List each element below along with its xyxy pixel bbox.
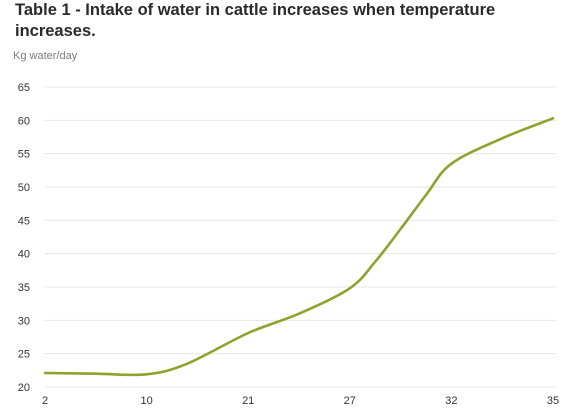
x-tick-label: 32 xyxy=(445,395,457,407)
x-tick-label: 27 xyxy=(344,395,356,407)
x-tick-label: 21 xyxy=(242,395,254,407)
x-tick-label: 2 xyxy=(42,395,48,407)
x-tick-label: 35 xyxy=(547,395,559,407)
y-tick-label: 40 xyxy=(18,249,30,261)
y-tick-label: 55 xyxy=(18,149,30,161)
y-tick-label: 35 xyxy=(18,282,30,294)
y-tick-label: 25 xyxy=(18,349,30,361)
y-tick-label: 30 xyxy=(18,315,30,327)
y-tick-label: 60 xyxy=(18,115,30,127)
gridlines xyxy=(45,86,556,388)
chart-title: Table 1 - Intake of water in cattle incr… xyxy=(15,1,496,40)
y-tick-label: 20 xyxy=(18,382,30,394)
x-tick-label: 10 xyxy=(140,395,152,407)
y-tick-label: 50 xyxy=(18,182,30,194)
y-axis-label: Kg water/day xyxy=(13,50,78,62)
y-tick-label: 45 xyxy=(18,215,30,227)
y-axis-ticks: 65 60 55 50 45 40 35 30 25 20 xyxy=(18,82,30,394)
series-line xyxy=(43,117,555,377)
x-axis-ticks: 2 10 21 27 32 35 xyxy=(42,395,559,407)
y-tick-label: 65 xyxy=(18,82,30,94)
series-layer xyxy=(43,117,555,377)
